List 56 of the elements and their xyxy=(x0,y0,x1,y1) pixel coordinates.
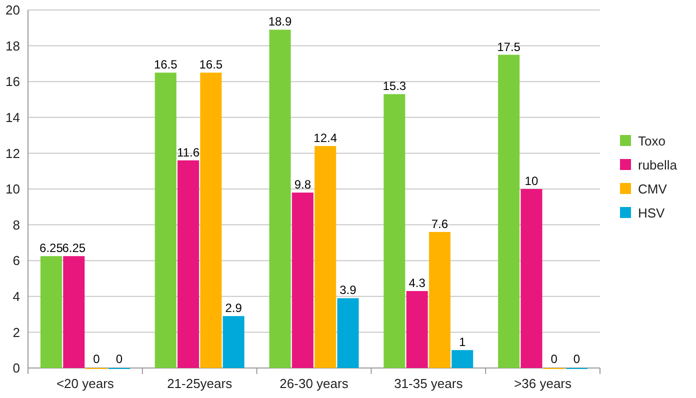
data-label: 0 xyxy=(550,352,558,366)
legend-label: Toxo xyxy=(638,134,666,149)
data-label: 0 xyxy=(573,352,580,366)
x-tick-label: <20 years xyxy=(56,376,114,391)
y-tick-label: 10 xyxy=(6,182,20,197)
data-label: 15.3 xyxy=(382,79,406,94)
bar xyxy=(498,54,520,368)
data-label: 16.5 xyxy=(199,58,223,72)
bar xyxy=(452,350,474,368)
y-tick-label: 16 xyxy=(6,74,20,90)
legend-label: CMV xyxy=(638,182,668,197)
legend-label: HSV xyxy=(638,206,666,221)
bar xyxy=(154,72,176,368)
data-label: 11.6 xyxy=(177,145,200,160)
bar xyxy=(337,298,359,368)
data-label: 10 xyxy=(524,174,538,188)
data-label: 12.4 xyxy=(314,131,338,146)
bar xyxy=(428,232,450,368)
data-label: 17.5 xyxy=(497,40,521,54)
x-tick-label: >36 years xyxy=(514,376,572,391)
bar xyxy=(520,189,542,368)
data-label: 16.5 xyxy=(154,58,178,72)
data-label: 0 xyxy=(116,352,123,366)
data-label: 6.25 xyxy=(62,241,86,256)
data-label: 3.9 xyxy=(340,283,357,298)
bar xyxy=(269,30,291,368)
bar xyxy=(178,160,200,368)
bar xyxy=(314,146,336,368)
y-tick-label: 20 xyxy=(6,2,20,18)
data-label: 4.3 xyxy=(408,276,426,290)
bar xyxy=(63,256,85,368)
y-tick-label: 14 xyxy=(6,110,20,125)
x-tick-label: 21-25years xyxy=(167,376,233,391)
legend-label: rubella xyxy=(638,158,678,173)
y-tick-label: 8 xyxy=(12,217,20,232)
data-label: 18.9 xyxy=(268,14,292,29)
y-tick-label: 0 xyxy=(12,360,20,376)
y-tick-label: 12 xyxy=(6,146,20,161)
data-label: 0 xyxy=(93,352,100,366)
bar xyxy=(384,94,406,368)
x-tick-label: 31-35 years xyxy=(394,376,464,391)
data-label: 2.9 xyxy=(225,301,242,316)
data-label: 7.6 xyxy=(431,216,448,231)
bar xyxy=(40,256,62,368)
y-tick-label: 18 xyxy=(6,38,20,54)
bar xyxy=(222,316,244,368)
data-label: 9.8 xyxy=(294,178,312,192)
bar xyxy=(406,291,428,368)
bar xyxy=(292,192,314,368)
data-label: 6.25 xyxy=(40,241,64,256)
y-tick-label: 6 xyxy=(12,253,20,268)
x-tick-label: 26-30 years xyxy=(280,376,349,391)
data-label: 1 xyxy=(459,335,466,350)
y-tick-label: 2 xyxy=(12,324,20,340)
bar xyxy=(200,72,222,368)
y-tick-label: 4 xyxy=(12,288,20,304)
